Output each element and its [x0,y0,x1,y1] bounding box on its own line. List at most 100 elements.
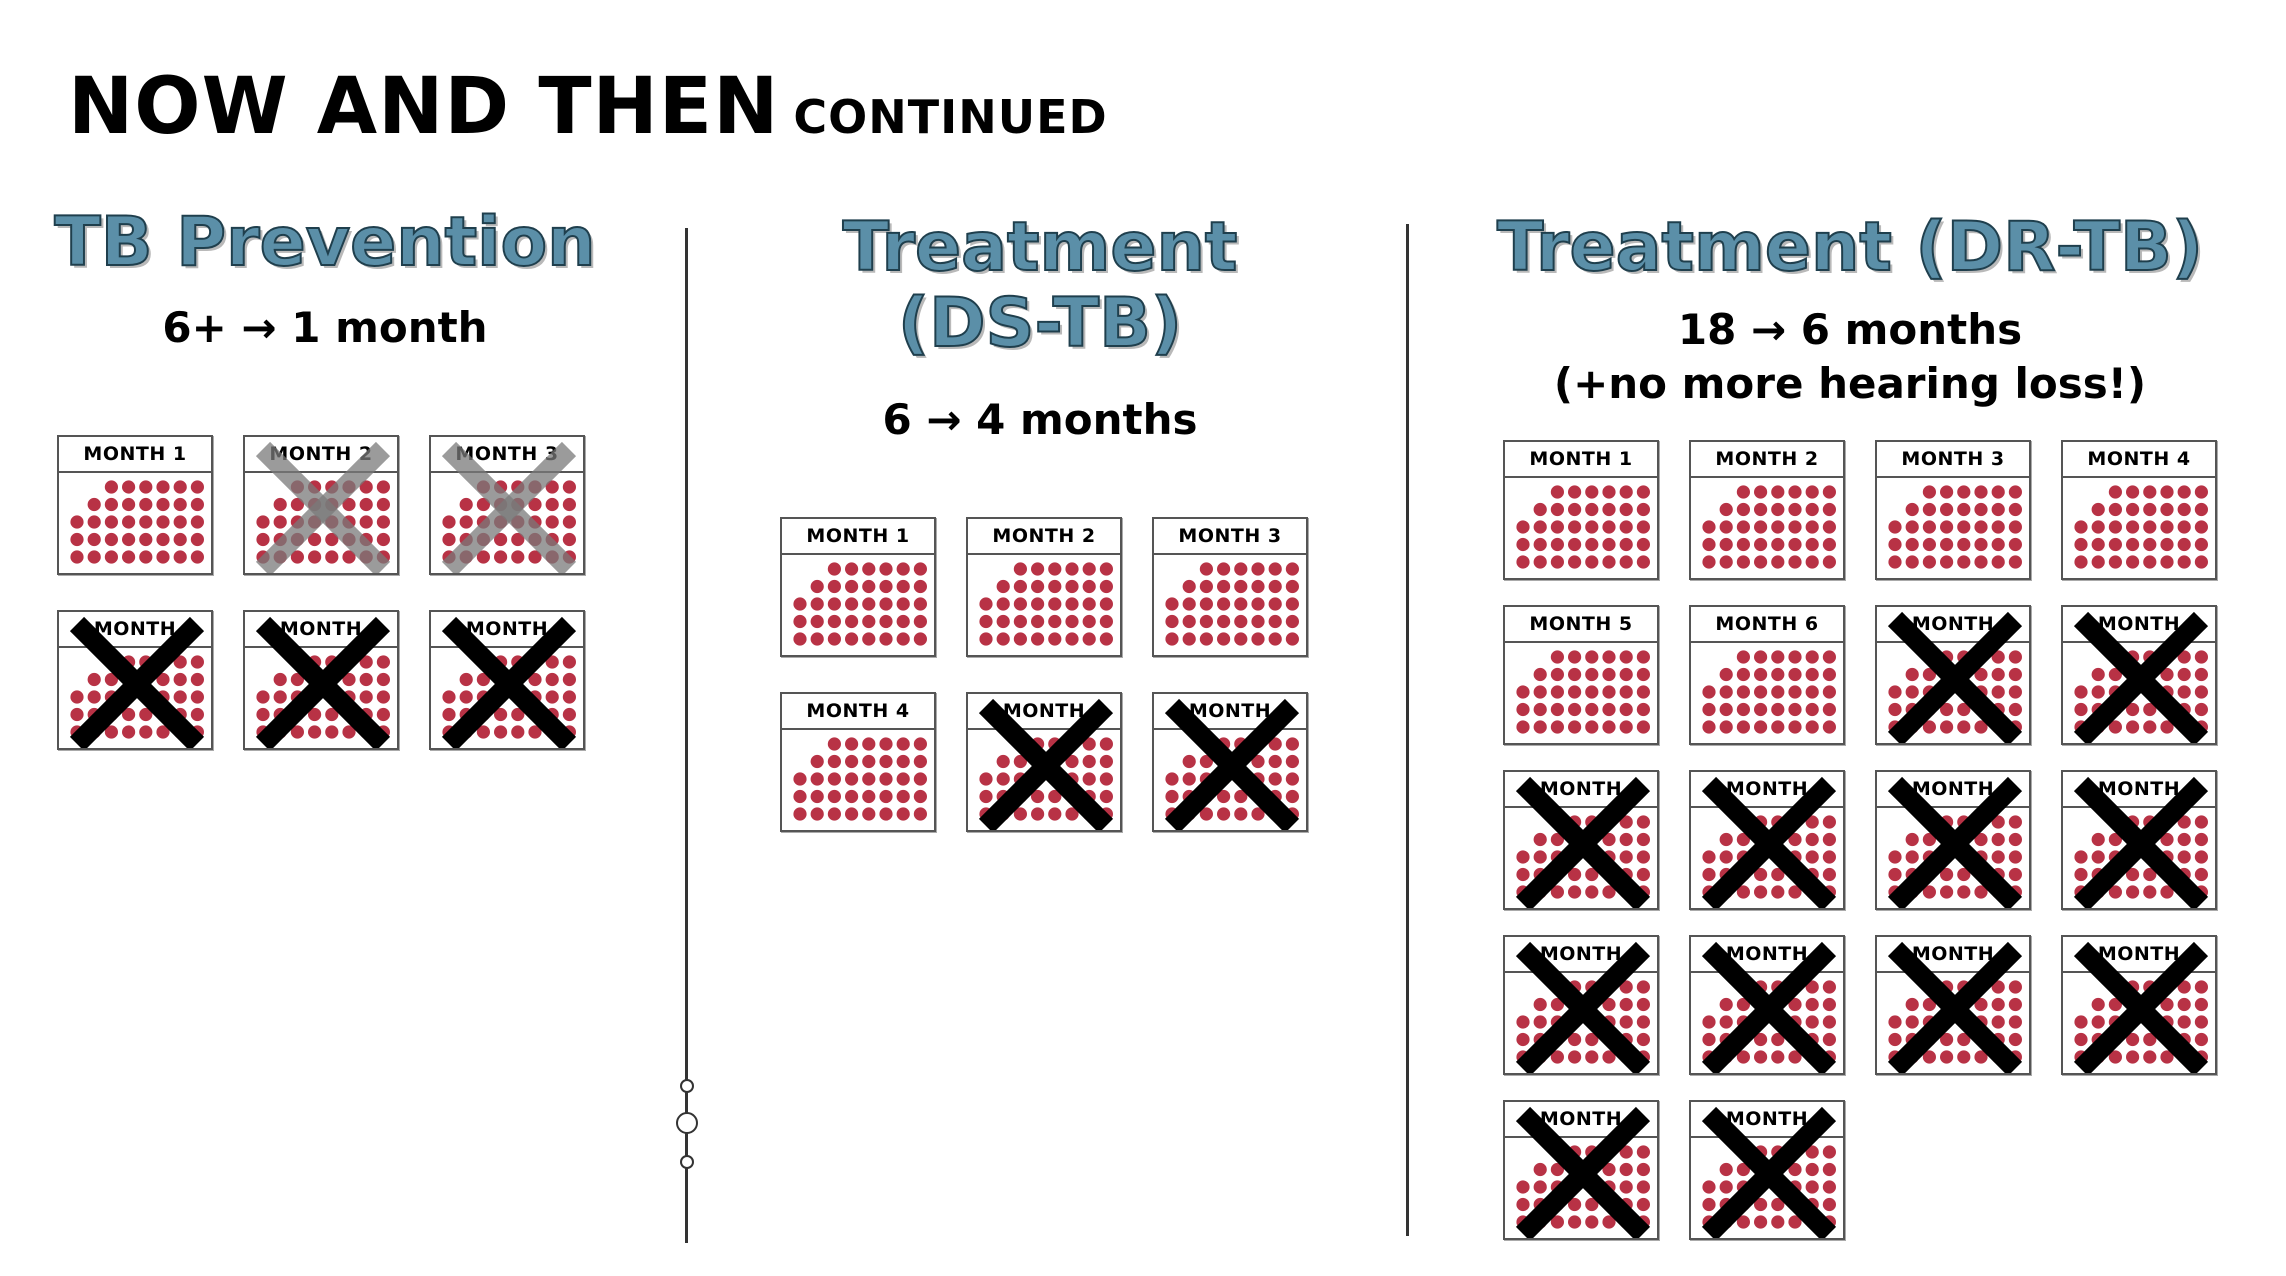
pill-dot [2143,485,2157,499]
month-card: MONTH [243,610,399,750]
month-card: MONTH 1 [780,517,936,657]
pill-dot [1754,520,1768,534]
pill-dot [1065,807,1079,821]
pill-dot [173,497,187,512]
pill-dot [2160,485,2174,499]
pill-dots [979,562,1113,646]
pill-dot [1940,867,1954,882]
pill-dot [1991,667,2005,682]
pill-dot [1082,737,1096,751]
pill-dot [359,655,373,669]
pill-dot [2008,685,2022,699]
pill-dot [2091,520,2105,534]
pill-dot [1251,597,1265,611]
resize-handle-top[interactable] [680,1079,694,1093]
pill-dot [1957,702,1971,717]
pill-dot [1182,597,1196,611]
pill-dot [1602,685,1616,699]
pill-dot [1754,885,1768,899]
month-card-label: MONTH 2 [245,437,397,473]
cross-icon [1515,1106,1651,1238]
pill-dot [1805,980,1819,994]
pill-dot [1602,485,1616,499]
column-heading-dr-tb: Treatment (DR-TB) [1496,208,2204,287]
pill-dot [1957,1032,1971,1047]
divider-right [1406,224,1409,1236]
pill-dot [139,725,153,739]
pill-dot [1619,537,1633,552]
pill-dot [1165,772,1179,786]
pill-dot [476,672,490,687]
pill-dot [1888,537,1902,552]
pill-dot [2091,997,2105,1012]
pill-dot [1888,867,1902,882]
resize-handle-bottom[interactable] [680,1155,694,1169]
pill-dot [1065,562,1079,576]
pill-dot [879,807,893,821]
pill-dot [1550,685,1564,699]
pill-dot [1636,667,1650,682]
pill-dot [190,707,204,722]
pill-dot [1940,720,1954,734]
pill-dot [1822,702,1836,717]
pill-dot [562,532,576,547]
pill-dot [1048,632,1062,646]
pill-dot [1822,1145,1836,1159]
pill-dots [70,480,204,564]
pill-dot [1805,650,1819,664]
pill-dot [2126,537,2140,552]
pill-dot [1957,520,1971,534]
month-card: MONTH [1875,605,2031,745]
pill-dot [810,789,824,804]
pill-dot [1217,789,1231,804]
pill-dot [862,597,876,611]
pill-dot [2008,502,2022,517]
pill-dot [2160,520,2174,534]
pill-dot [139,532,153,547]
pill-dot [1199,597,1213,611]
pill-dot [273,515,287,529]
pill-dot [1991,815,2005,829]
pill-dot [1048,579,1062,594]
resize-handle-middle[interactable] [676,1112,698,1134]
pill-dot [810,597,824,611]
pill-dot [1702,520,1716,534]
pill-dot [1991,832,2005,847]
pill-dot [70,550,84,564]
pill-dot [1974,720,1988,734]
pill-dot [1568,485,1582,499]
pill-dot [2091,685,2105,699]
pill-dot [1754,1032,1768,1047]
pill-dot [827,579,841,594]
pill-dot [1957,537,1971,552]
pill-dot [1788,485,1802,499]
pill-dot [1771,555,1785,569]
pill-dot [1636,520,1650,534]
pill-dot [913,789,927,804]
pill-dot [511,707,525,722]
pill-dot [1099,789,1113,804]
pill-dot [1974,537,1988,552]
pill-dot [1217,614,1231,629]
pill-dot [2074,537,2088,552]
pill-dot [1099,772,1113,786]
pill-dot [1619,667,1633,682]
pill-dot [1251,614,1265,629]
pill-dot [190,515,204,529]
pill-dot [139,707,153,722]
pill-dot [1957,485,1971,499]
pill-dot [1533,555,1547,569]
pill-dot [1822,815,1836,829]
pill-dot [1922,720,1936,734]
pill-dot [1013,579,1027,594]
pill-dot [1602,832,1616,847]
pill-dot [1550,702,1564,717]
gray-cross-icon [255,441,391,573]
pill-dot [845,737,859,751]
month-card: MONTH 1 [1503,440,1659,580]
pill-dot [879,789,893,804]
pill-dot [1719,555,1733,569]
cross-icon [69,616,205,748]
pill-dot [1719,502,1733,517]
pill-dot [2143,867,2157,882]
